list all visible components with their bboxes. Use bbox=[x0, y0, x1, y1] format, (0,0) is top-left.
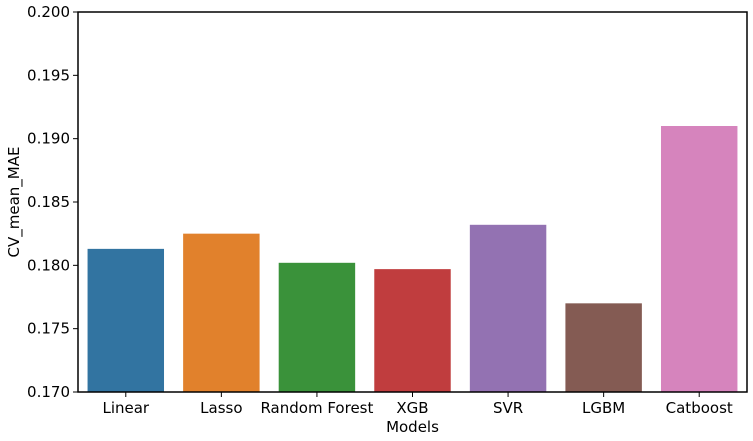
x-axis-ticks: Linear Lasso Random Forest XGB SVR LGBM Catboo… bbox=[102, 392, 733, 417]
bar-lasso bbox=[183, 233, 260, 392]
bar-xgb bbox=[374, 269, 451, 392]
y-tick-label: 0.190 bbox=[27, 130, 70, 148]
x-tick-label: LGBM bbox=[582, 399, 625, 417]
x-tick-label: SVR bbox=[493, 399, 523, 417]
x-tick-label: Lasso bbox=[200, 399, 242, 417]
x-tick-label: Linear bbox=[102, 399, 149, 417]
bars-group bbox=[87, 126, 738, 392]
y-axis-ticks: 0.170 0.175 0.180 0.185 0.190 0.195 0.200 bbox=[27, 3, 78, 401]
bar-catboost bbox=[660, 126, 738, 392]
x-tick-label: Random Forest bbox=[260, 399, 373, 417]
bar-svr bbox=[469, 224, 547, 392]
bar-lgbm bbox=[565, 303, 642, 392]
x-tick-label: Catboost bbox=[666, 399, 733, 417]
bar-random-forest bbox=[278, 262, 356, 392]
x-axis-label: Models bbox=[386, 418, 439, 436]
y-axis-label: CV_mean_MAE bbox=[5, 147, 24, 258]
x-tick-label: XGB bbox=[396, 399, 428, 417]
y-tick-label: 0.180 bbox=[27, 256, 70, 274]
plot-frame bbox=[77, 11, 748, 393]
y-tick-label: 0.195 bbox=[27, 66, 70, 84]
bar-linear bbox=[87, 248, 165, 392]
y-tick-label: 0.170 bbox=[27, 383, 70, 401]
y-tick-label: 0.175 bbox=[27, 320, 70, 338]
y-tick-label: 0.185 bbox=[27, 193, 70, 211]
y-tick-label: 0.200 bbox=[27, 3, 70, 21]
